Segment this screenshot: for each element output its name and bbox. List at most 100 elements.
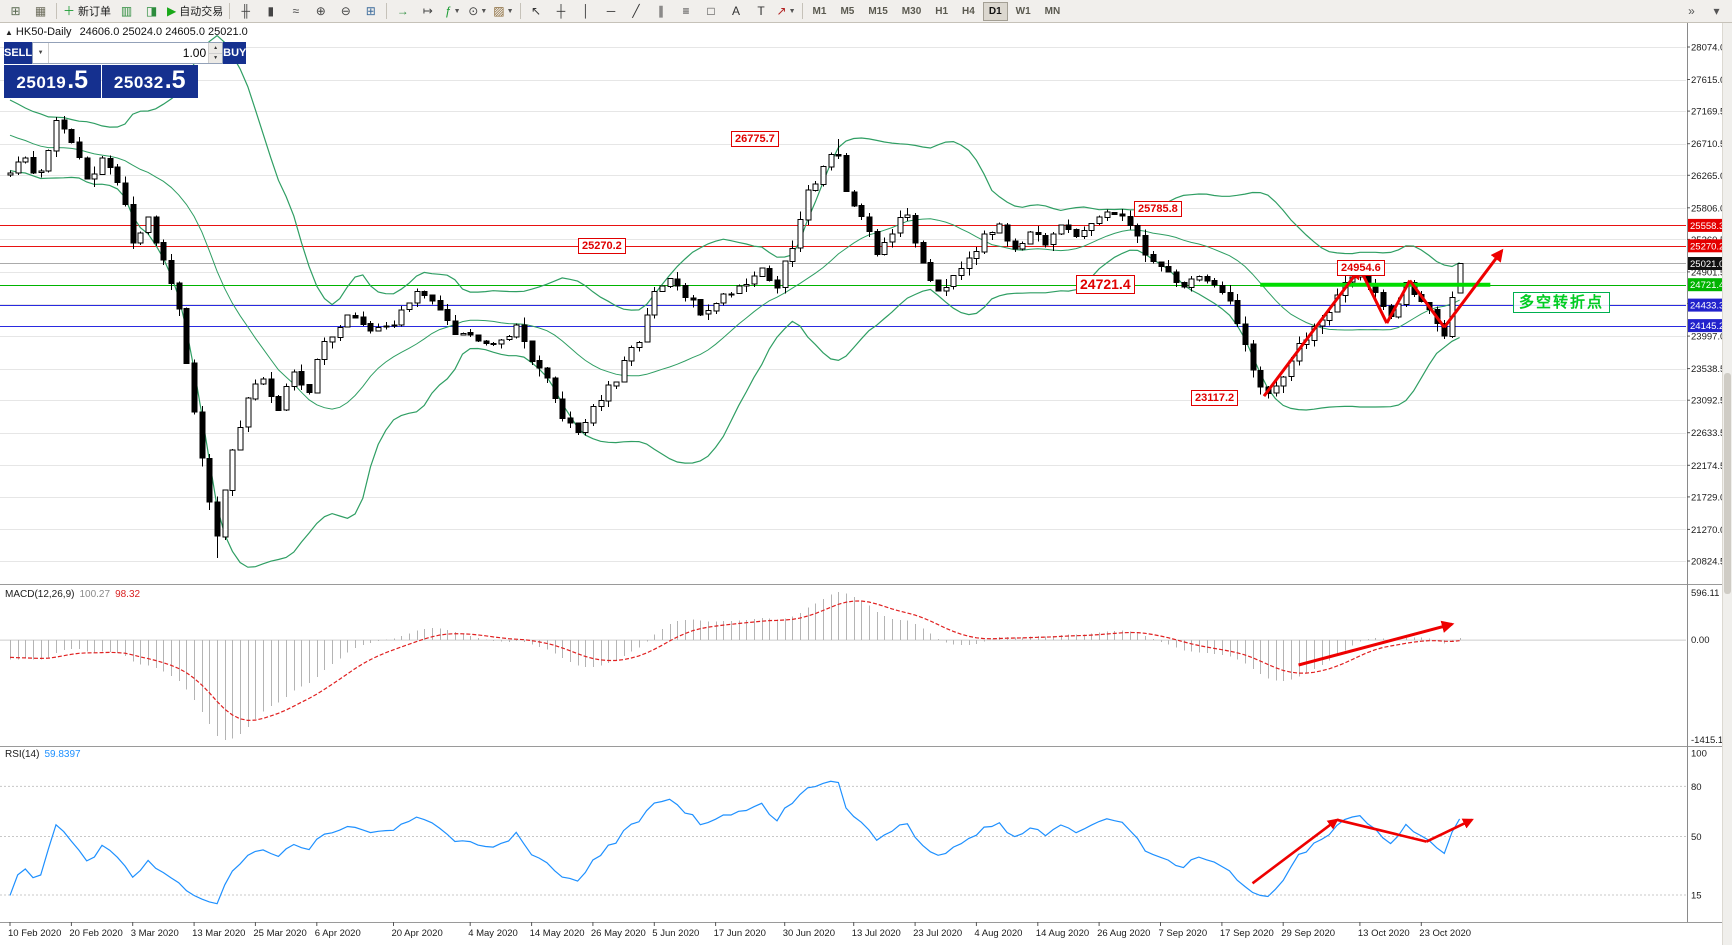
volume-up-button[interactable]: ▲ xyxy=(209,43,223,54)
zoom-out-button[interactable]: ⊖ xyxy=(333,1,358,22)
price-callout-label[interactable]: 23117.2 xyxy=(1191,390,1239,406)
templates-button[interactable]: ▨ ▼ xyxy=(490,1,516,22)
periods-button[interactable]: ⊙ ▼ xyxy=(465,1,490,22)
channel-button[interactable]: ∥ xyxy=(649,1,674,22)
svg-text:26 May 2020: 26 May 2020 xyxy=(591,928,646,939)
timeframe-button-h1[interactable]: H1 xyxy=(935,5,949,17)
fibonacci-button[interactable]: ≡ xyxy=(674,1,699,22)
vertical-scrollbar[interactable] xyxy=(1722,22,1732,945)
timeframe-button-h4[interactable]: H4 xyxy=(962,5,975,17)
volume-input[interactable] xyxy=(49,43,209,63)
svg-text:13 Oct 2020: 13 Oct 2020 xyxy=(1358,928,1410,939)
timeframe-button-d1[interactable]: D1 xyxy=(982,1,1008,21)
volume-dropdown-icon[interactable]: ▼ xyxy=(33,43,50,63)
macd-trend-arrow[interactable] xyxy=(1298,620,1455,667)
chart-shift-icon: ↦ xyxy=(422,4,433,18)
svg-text:20 Apr 2020: 20 Apr 2020 xyxy=(392,928,443,939)
buy-price-panel[interactable]: 25032 .5 xyxy=(101,65,198,98)
svg-text:24145.2: 24145.2 xyxy=(1690,321,1724,332)
pivot-note-label[interactable]: 多空转折点 xyxy=(1513,292,1611,313)
buy-price-frac: .5 xyxy=(164,66,186,94)
price-callout-label[interactable]: 26775.7 xyxy=(731,131,779,147)
svg-text:24433.3: 24433.3 xyxy=(1690,301,1724,312)
buy-button[interactable]: BUY xyxy=(223,42,247,64)
cursor-button[interactable]: ↖ xyxy=(524,1,549,22)
autotrading-button[interactable]: ▶ 自动交易 xyxy=(164,1,226,22)
timeframe-button-m15[interactable]: M15 xyxy=(868,5,888,17)
periods-icon: ⊙ xyxy=(468,4,479,18)
sell-button[interactable]: SELL xyxy=(4,42,33,64)
crosshair-button[interactable]: ┼ xyxy=(549,1,574,22)
candlestick-chart-button[interactable]: ▮ xyxy=(258,1,283,22)
timeframe-button-mn[interactable]: MN xyxy=(1044,5,1061,17)
svg-text:26 Aug 2020: 26 Aug 2020 xyxy=(1097,928,1150,939)
candlestick-chart-icon: ▮ xyxy=(267,4,275,18)
svg-text:13 Mar 2020: 13 Mar 2020 xyxy=(192,928,245,939)
indicators-button[interactable]: ƒ ▼ xyxy=(440,1,465,22)
volume-down-button[interactable]: ▼ xyxy=(209,53,223,63)
chevron-down-icon[interactable]: ▼ xyxy=(453,7,461,15)
svg-text:15: 15 xyxy=(1691,891,1702,902)
label-button[interactable]: T xyxy=(749,1,774,22)
svg-text:28074.0: 28074.0 xyxy=(1691,43,1725,54)
new-order-button-label: 新订单 xyxy=(78,6,112,18)
chart-shift-button[interactable]: ↦ xyxy=(415,1,440,22)
volume-spinner: ▲ ▼ xyxy=(208,43,223,63)
auto-scroll-button[interactable]: → xyxy=(390,1,415,22)
sell-price-main: 25019 xyxy=(16,73,67,92)
svg-text:21270.0: 21270.0 xyxy=(1691,525,1725,536)
bar-chart-button[interactable]: ╫ xyxy=(233,1,258,22)
rsi-trend-arrow[interactable] xyxy=(1426,818,1474,843)
svg-text:25021.0: 25021.0 xyxy=(1690,259,1724,270)
chevron-down-icon[interactable]: ▼ xyxy=(480,7,488,15)
timeframe-button-m1[interactable]: M1 xyxy=(812,5,827,17)
toolbar-separator xyxy=(801,3,803,19)
scrollbar-thumb[interactable] xyxy=(1724,372,1731,595)
zoom-in-button[interactable]: ⊕ xyxy=(308,1,333,22)
tile-windows-button[interactable]: ⊞ xyxy=(358,1,383,22)
macd-signal-line xyxy=(9,600,1460,722)
svg-text:23 Oct 2020: 23 Oct 2020 xyxy=(1419,928,1471,939)
cursor-icon: ↖ xyxy=(531,4,542,18)
candlesticks xyxy=(7,115,1464,558)
svg-text:25558.3: 25558.3 xyxy=(1690,221,1724,232)
chevron-down-icon[interactable]: ▼ xyxy=(788,7,796,15)
svg-text:0.00: 0.00 xyxy=(1691,635,1710,646)
chevron-down-icon[interactable]: ▼ xyxy=(506,7,514,15)
price-callout-label[interactable]: 25785.8 xyxy=(1134,201,1182,217)
trendline-button[interactable]: ╱ xyxy=(624,1,649,22)
new-chart-button[interactable]: ⊞ xyxy=(3,1,28,22)
toolbar-overflow-button[interactable]: » xyxy=(1679,1,1704,22)
profiles-icon: ▦ xyxy=(34,4,47,18)
toolbar: ⊞ ▦ ＋新订单 ▥ ◨ ▶ 自动交易 ╫ ▮ ≈ ⊕ ⊖ ⊞ → ↦ ƒ ▼ ⊙ ▼ ▨ ▼ ↖ ┼ │ ─ ╱ ∥ ≡ □ A T ↗ ▼ M… xyxy=(0,0,1732,23)
rsi-trend-arrow[interactable] xyxy=(1336,818,1427,843)
svg-text:80: 80 xyxy=(1691,782,1702,793)
dock-button[interactable]: ▾ xyxy=(1704,1,1729,22)
price-callout-label[interactable]: 25270.2 xyxy=(578,238,626,254)
new-order-button[interactable]: ＋新订单 xyxy=(60,1,114,22)
horizontal-line-button[interactable]: ─ xyxy=(599,1,624,22)
rsi-line xyxy=(9,780,1461,905)
svg-text:25 Mar 2020: 25 Mar 2020 xyxy=(253,928,306,939)
price-callout-label[interactable]: 24721.4 xyxy=(1076,275,1135,294)
date-axis[interactable]: 10 Feb 2020 20 Feb 2020 3 Mar 2020 13 Mar 2… xyxy=(8,922,1471,939)
profiles-button[interactable]: ▦ xyxy=(28,1,53,22)
line-chart-button[interactable]: ≈ xyxy=(283,1,308,22)
timeframe-button-w1[interactable]: W1 xyxy=(1015,5,1031,17)
data-window-button[interactable]: ◨ xyxy=(139,1,164,22)
buy-price-main: 25032 xyxy=(113,73,164,92)
vertical-line-button[interactable]: │ xyxy=(574,1,599,22)
sell-price-panel[interactable]: 25019 .5 xyxy=(4,65,101,98)
trend-arrows[interactable] xyxy=(1262,248,1504,398)
timeframe-button-m30[interactable]: M30 xyxy=(901,5,922,17)
rsi-trend-arrow[interactable] xyxy=(1251,818,1339,885)
price-callout-label[interactable]: 24954.6 xyxy=(1337,260,1385,276)
timeframe-button-m5[interactable]: M5 xyxy=(840,5,855,17)
rsi-pane xyxy=(0,780,1686,905)
arrow-tools-button[interactable]: ↗ ▼ xyxy=(774,1,799,22)
text-button[interactable]: A xyxy=(724,1,749,22)
shapes-button[interactable]: □ xyxy=(699,1,724,22)
market-watch-button[interactable]: ▥ xyxy=(114,1,139,22)
